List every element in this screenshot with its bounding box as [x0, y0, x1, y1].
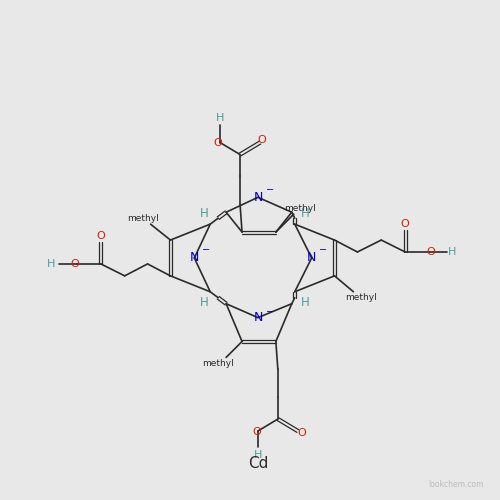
Text: methyl: methyl — [126, 214, 158, 222]
Text: H: H — [254, 450, 262, 460]
Text: −: − — [318, 245, 326, 255]
Text: methyl: methyl — [284, 204, 316, 212]
Text: N: N — [254, 191, 262, 204]
Text: O: O — [252, 427, 262, 437]
Text: −: − — [202, 245, 210, 255]
Text: O: O — [426, 247, 436, 257]
Text: H: H — [200, 206, 208, 220]
Text: N: N — [254, 311, 262, 324]
Text: O: O — [401, 219, 409, 229]
Text: O: O — [258, 134, 266, 144]
Text: lookchem.com: lookchem.com — [428, 480, 484, 488]
Text: Cd: Cd — [248, 456, 268, 471]
Text: methyl: methyl — [346, 293, 378, 302]
Text: H: H — [448, 247, 456, 257]
Text: H: H — [302, 296, 310, 309]
Text: methyl: methyl — [202, 359, 234, 368]
Text: O: O — [96, 231, 105, 241]
Text: O: O — [70, 259, 80, 269]
Text: −: − — [266, 186, 274, 196]
Text: H: H — [216, 112, 224, 122]
Text: −: − — [266, 306, 274, 316]
Text: H: H — [200, 296, 208, 309]
Text: O: O — [214, 138, 222, 147]
Text: O: O — [298, 428, 306, 438]
Text: N: N — [190, 252, 199, 264]
Text: H: H — [47, 259, 56, 269]
Text: N: N — [307, 252, 316, 264]
Text: H: H — [302, 206, 310, 220]
